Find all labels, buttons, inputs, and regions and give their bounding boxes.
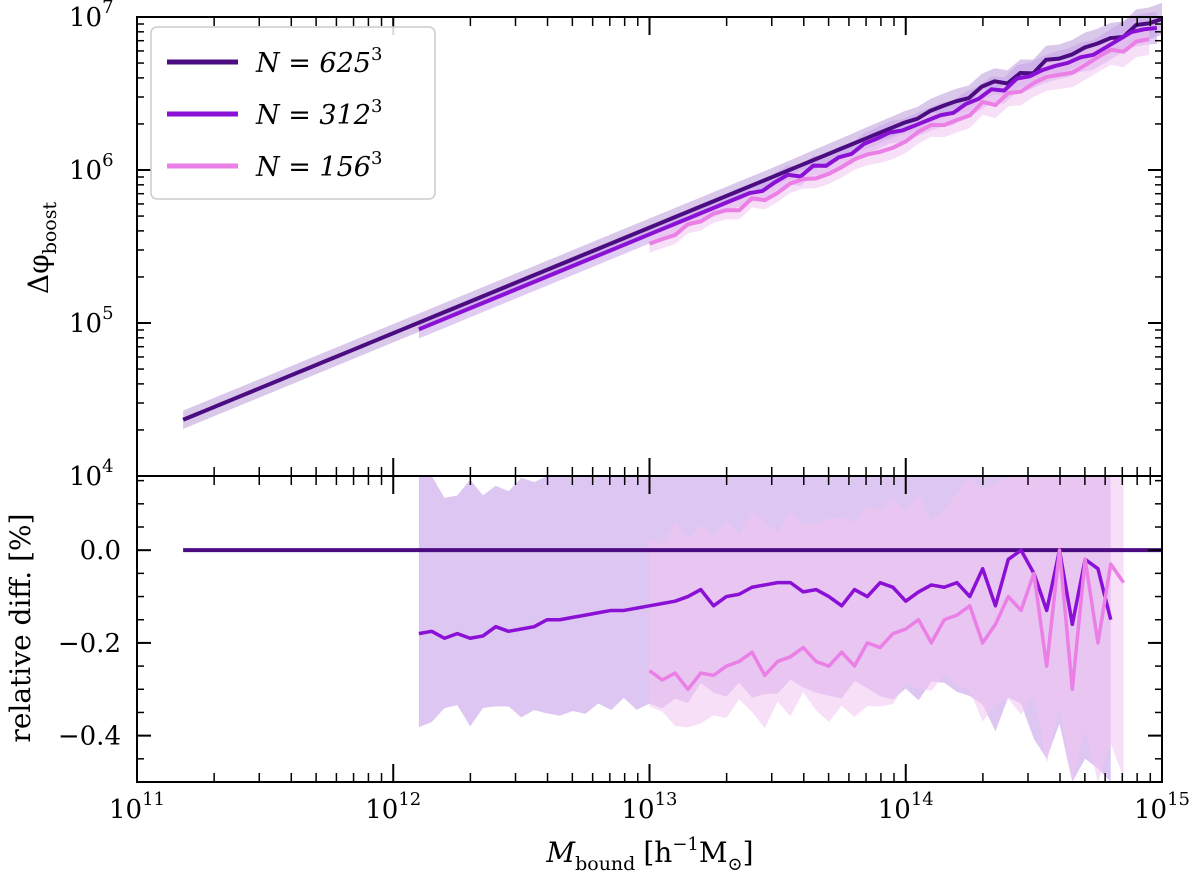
bottom-yticks: 0.0 −0.2 −0.4 xyxy=(58,479,1162,783)
bottom-xtick-label: 1015 xyxy=(1134,789,1190,825)
top-ytick-label: 106 xyxy=(69,150,114,186)
top-series-line-2 xyxy=(648,37,1150,246)
legend-label-625: N = 6253 xyxy=(255,44,382,79)
bottom-ytick-label: −0.4 xyxy=(58,722,121,752)
bottom-xtick-label: 1014 xyxy=(878,789,934,825)
bottom-series-line-2 xyxy=(648,548,1126,692)
legend: N = 6253 N = 3123 N = 1563 xyxy=(150,26,436,200)
bottom-band-2 xyxy=(649,476,1124,782)
legend-label-312: N = 3123 xyxy=(255,96,382,131)
legend-frame xyxy=(150,26,436,200)
top-ytick-label: 107 xyxy=(69,0,114,33)
top-series-line-0 xyxy=(182,17,1163,422)
bottom-ytick-label: 0.0 xyxy=(80,536,121,566)
bottom-xtick-label: 1011 xyxy=(109,789,165,825)
bottom-ytick-label: −0.2 xyxy=(58,629,121,659)
top-ytick-label: 105 xyxy=(69,303,114,339)
bottom-bands xyxy=(418,476,1124,782)
top-y-axis-label: Δφboost xyxy=(22,202,61,295)
bottom-xtick-label: 1012 xyxy=(365,789,421,825)
legend-label-156: N = 1563 xyxy=(255,148,382,183)
bottom-y-axis-label: relative diff. [%] xyxy=(4,513,37,742)
bottom-lines xyxy=(183,548,1162,692)
bottom-series-line-1 xyxy=(418,548,1113,641)
bottom-xticks: 1011 1012 1013 1014 1015 xyxy=(109,476,1190,825)
top-band-2 xyxy=(649,23,1150,253)
x-axis-label: Mbound [h−1M⊙] xyxy=(545,834,753,874)
top-panel: 104 105 106 107 Δφboost N = 6253 N = 3123 N… xyxy=(22,0,1163,492)
top-yticks: 104 105 106 107 xyxy=(69,0,1162,492)
top-xticks xyxy=(136,17,1163,476)
bottom-panel: 0.0 −0.2 −0.4 1011 1012 1013 1014 1015 relativ… xyxy=(4,475,1190,874)
top-ytick-label: 104 xyxy=(69,456,114,492)
bottom-xtick-label: 1013 xyxy=(622,789,678,825)
top-series-line-1 xyxy=(418,25,1158,332)
top-lines xyxy=(182,17,1163,422)
